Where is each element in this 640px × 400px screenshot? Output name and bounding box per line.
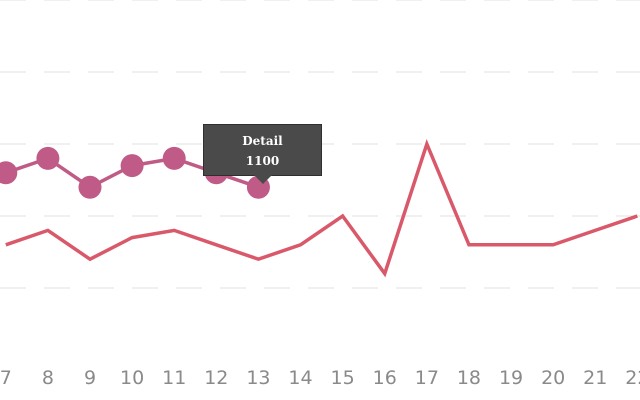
x-tick-label: 12 bbox=[204, 367, 228, 389]
x-tick-label: 22 bbox=[625, 367, 640, 389]
tooltip-value: 1100 bbox=[245, 154, 280, 168]
data-point[interactable] bbox=[78, 175, 102, 199]
tooltip-title: Detail bbox=[242, 134, 283, 148]
x-tick-label: 14 bbox=[288, 367, 312, 389]
data-point[interactable] bbox=[120, 154, 144, 178]
data-tooltip: Detail 1100 bbox=[203, 124, 322, 184]
series-line-2 bbox=[5, 138, 638, 278]
x-tick-label: 10 bbox=[120, 367, 144, 389]
x-tick-label: 9 bbox=[84, 367, 96, 389]
x-tick-label: 15 bbox=[331, 367, 355, 389]
x-tick-label: 11 bbox=[162, 367, 186, 389]
x-tick-label: 19 bbox=[499, 367, 523, 389]
x-tick-label: 20 bbox=[541, 367, 565, 389]
x-tick-label: 16 bbox=[373, 367, 397, 389]
data-point[interactable] bbox=[0, 161, 18, 185]
data-point[interactable] bbox=[36, 146, 60, 170]
x-axis: 7 8 9 10 11 12 13 14 15 16 17 18 19 20 21 22 bbox=[0, 367, 640, 389]
x-tick-label: 18 bbox=[457, 367, 481, 389]
x-tick-label: 7 bbox=[0, 367, 12, 389]
x-tick-label: 13 bbox=[246, 367, 270, 389]
series-layer bbox=[0, 138, 638, 278]
x-tick-label: 21 bbox=[583, 367, 607, 389]
x-tick-label: 8 bbox=[42, 367, 54, 389]
data-point[interactable] bbox=[162, 146, 186, 170]
tooltip-arrow bbox=[254, 175, 272, 184]
x-tick-label: 17 bbox=[415, 367, 439, 389]
